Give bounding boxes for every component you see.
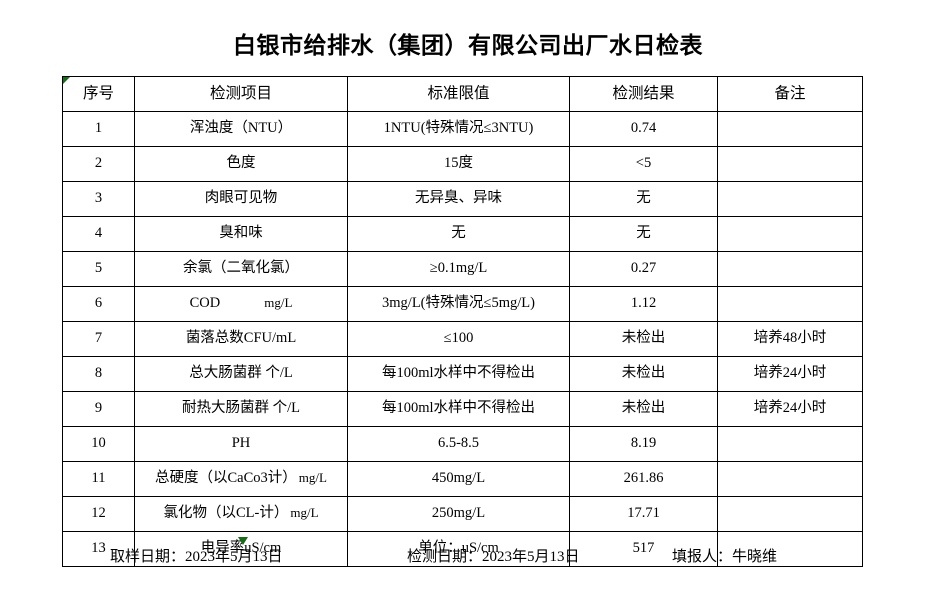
cell-item: 氯化物（以CL-计） mg/L — [134, 496, 348, 532]
cell-standard-limit: 每100ml水样中不得检出 — [347, 356, 570, 392]
column-header-item: 检测项目 — [134, 76, 348, 112]
cell-standard-limit: ≤100 — [347, 321, 570, 357]
table-row: 4 臭和味无无 — [62, 216, 863, 252]
test-date-label: 检测日期：2023年5月13日 — [407, 549, 580, 565]
cell-note: 培养24小时 — [717, 356, 863, 392]
cell-item: 耐热大肠菌群 个/L — [134, 391, 348, 427]
cell-no: 12 — [62, 496, 135, 532]
cell-standard-limit: 15度 — [347, 146, 570, 182]
cell-no: 13 — [62, 531, 135, 567]
cell-item-unit: mg/L — [290, 505, 319, 521]
cell-item-label: 总硬度（以CaCo3计） — [155, 470, 297, 487]
cell-no: 8 — [62, 356, 135, 392]
column-header-std: 标准限值 — [347, 76, 570, 112]
cell-result: 未检出 — [569, 356, 718, 392]
cell-standard-limit: 6.5-8.5 — [347, 426, 570, 462]
cell-item: 菌落总数CFU/mL — [134, 321, 348, 357]
table-row: 12 氯化物（以CL-计） mg/L 250mg/L 17.71 — [62, 496, 863, 532]
table-header-row: 序号 检测项目 标准限值 检测结果 备注 — [62, 76, 863, 112]
cell-item-label: COD — [189, 295, 221, 312]
table-row: 7 菌落总数CFU/mL ≤100 未检出 培养48小时 — [62, 321, 863, 357]
table-row: 3 肉眼可见物 无异臭、异味无 — [62, 181, 863, 217]
cell-standard-limit: 单位：uS/cm — [347, 531, 570, 567]
cell-result: 无 — [569, 181, 718, 217]
table-row: 2 色度 15度 <5 — [62, 146, 863, 182]
cell-note: 培养48小时 — [717, 321, 863, 357]
cell-item: 肉眼可见物 — [134, 181, 348, 217]
cell-no: 2 — [62, 146, 135, 182]
cell-no: 11 — [62, 461, 135, 497]
cell-standard-limit: 每100ml水样中不得检出 — [347, 391, 570, 427]
table-row: 6 COD mg/L 3mg/L(特殊情况≤5mg/L) 1.12 — [62, 286, 863, 322]
cell-note — [717, 426, 863, 462]
cell-item: 浑浊度（NTU） — [134, 111, 348, 147]
page-title: 白银市给排水（集团）有限公司出厂水日检表 — [233, 33, 703, 58]
cell-item-unit: mg/L — [264, 295, 293, 311]
inspection-table-container: 序号 检测项目 标准限值 检测结果 备注 1 浑浊度（NTU） 1NTU(特殊情况≤… — [62, 76, 863, 567]
cell-note — [717, 461, 863, 497]
cell-note — [717, 181, 863, 217]
cell-standard-limit: 3mg/L(特殊情况≤5mg/L) — [347, 286, 570, 322]
table-row: 5 余氯（二氧化氯） ≥0.1mg/L 0.27 — [62, 251, 863, 287]
cell-result: 0.74 — [569, 111, 718, 147]
cell-no: 3 — [62, 181, 135, 217]
table-body: 1 浑浊度（NTU） 1NTU(特殊情况≤3NTU) 0.74 2 色度 15度 <5 3 肉眼可… — [62, 111, 863, 567]
table-row: 10 PH 6.5-8.5 8.19 — [62, 426, 863, 462]
cell-item: 臭和味 — [134, 216, 348, 252]
cell-result: 8.19 — [569, 426, 718, 462]
cell-result: 0.27 — [569, 251, 718, 287]
cell-item: 色度 — [134, 146, 348, 182]
cell-item: COD mg/L — [134, 286, 348, 322]
cell-result: 517 — [569, 531, 718, 567]
inspection-table: 序号 检测项目 标准限值 检测结果 备注 1 浑浊度（NTU） 1NTU(特殊情况≤… — [62, 76, 863, 567]
table-row: 9 耐热大肠菌群 个/L 每100ml水样中不得检出 未检出 培养24小时 — [62, 391, 863, 427]
cell-note — [717, 531, 863, 567]
cell-no: 4 — [62, 216, 135, 252]
cell-item-unit: mg/L — [298, 470, 327, 486]
cell-result: 无 — [569, 216, 718, 252]
cell-standard-limit: 无异臭、异味 — [347, 181, 570, 217]
comment-flag-icon-footer — [238, 537, 248, 545]
cell-item: PH — [134, 426, 348, 462]
cell-standard-limit: 450mg/L — [347, 461, 570, 497]
cell-item-label: 氯化物（以CL-计） — [163, 505, 289, 522]
column-header-result: 检测结果 — [569, 76, 718, 112]
cell-result: 17.71 — [569, 496, 718, 532]
column-header-no: 序号 — [62, 76, 135, 112]
cell-result: 1.12 — [569, 286, 718, 322]
cell-item: 总大肠菌群 个/L — [134, 356, 348, 392]
cell-standard-limit: 250mg/L — [347, 496, 570, 532]
footer: 取样日期：2023年5月13日 检测日期：2023年5月13日 填报人：牛晓维 — [62, 545, 862, 569]
cell-standard-limit: 无 — [347, 216, 570, 252]
cell-no: 5 — [62, 251, 135, 287]
cell-item: 总硬度（以CaCo3计） mg/L — [134, 461, 348, 497]
table-row: 8 总大肠菌群 个/L 每100ml水样中不得检出 未检出 培养24小时 — [62, 356, 863, 392]
cell-no: 7 — [62, 321, 135, 357]
cell-result: 未检出 — [569, 321, 718, 357]
filler-name-label: 填报人：牛晓维 — [672, 549, 778, 565]
cell-note — [717, 216, 863, 252]
cell-result: 261.86 — [569, 461, 718, 497]
cell-note — [717, 286, 863, 322]
cell-note — [717, 146, 863, 182]
column-header-note: 备注 — [717, 76, 863, 112]
cell-item: 余氯（二氧化氯） — [134, 251, 348, 287]
cell-result: <5 — [569, 146, 718, 182]
cell-no: 10 — [62, 426, 135, 462]
cell-no: 6 — [62, 286, 135, 322]
table-row: 1 浑浊度（NTU） 1NTU(特殊情况≤3NTU) 0.74 — [62, 111, 863, 147]
cell-no: 1 — [62, 111, 135, 147]
cell-note: 培养24小时 — [717, 391, 863, 427]
cell-standard-limit: 1NTU(特殊情况≤3NTU) — [347, 111, 570, 147]
cell-note — [717, 496, 863, 532]
cell-no: 9 — [62, 391, 135, 427]
cell-note — [717, 111, 863, 147]
table-row: 11 总硬度（以CaCo3计） mg/L 450mg/L 261.86 — [62, 461, 863, 497]
cell-note — [717, 251, 863, 287]
cell-result: 未检出 — [569, 391, 718, 427]
sample-date-label: 取样日期：2023年5月13日 — [110, 549, 283, 565]
cell-standard-limit: ≥0.1mg/L — [347, 251, 570, 287]
comment-flag-icon-header — [63, 77, 70, 84]
